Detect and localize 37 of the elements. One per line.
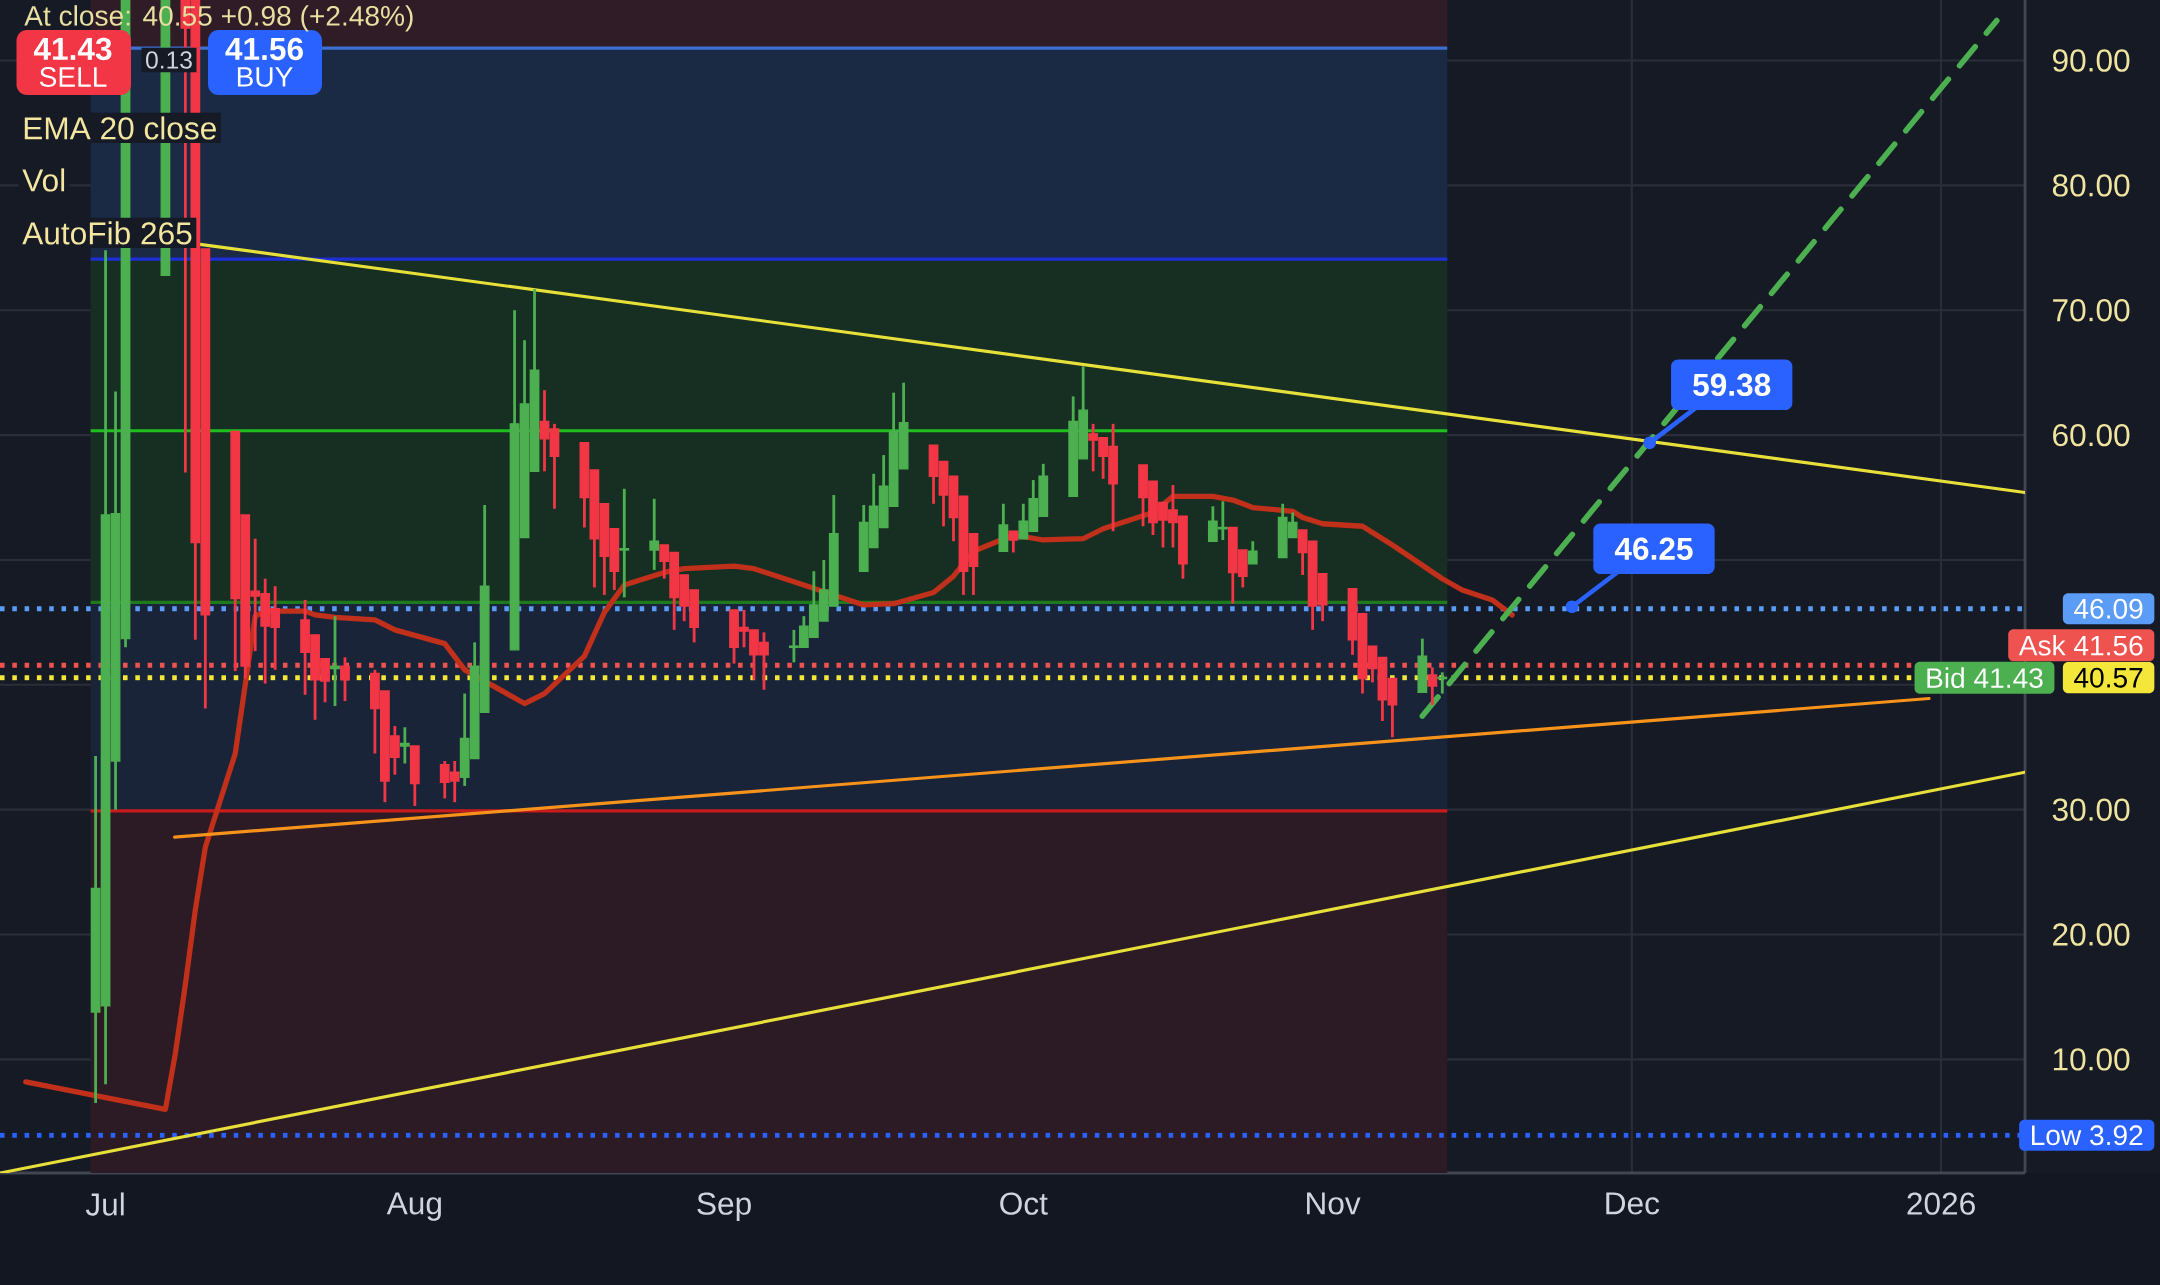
candlestick (399, 725, 410, 765)
candlestick (1427, 665, 1438, 707)
y-tick-label: 90.00 (2053, 49, 2130, 72)
annotation: BUY (237, 67, 293, 87)
x-tick-label: 2026 (1907, 1192, 1975, 1215)
ref-line-label: Ask 41.56 (2018, 634, 2143, 656)
annotation: 41.56 (225, 37, 303, 61)
ref-line-label: 40.57 (2074, 667, 2143, 688)
x-tick-label: Sep (697, 1192, 751, 1222)
y-tick-label: 20.00 (2053, 923, 2130, 946)
annotation: 41.43 (33, 37, 112, 61)
candlestick (1247, 539, 1258, 566)
candlestick (330, 614, 340, 708)
x-tick-label: Oct (1000, 1192, 1048, 1215)
x-tick-label: Jul (85, 1192, 124, 1216)
y-tick-label: 70.00 (2053, 299, 2130, 322)
annotation: AutoFib 265 (22, 221, 192, 245)
ref-line-label: 46.09 (2074, 598, 2143, 619)
x-tick-label: Nov (1307, 1192, 1361, 1215)
x-tick-label: Dec (1606, 1192, 1660, 1215)
x-tick-label: Aug (386, 1192, 441, 1221)
candlestick (619, 487, 630, 599)
y-tick-label: 80.00 (2052, 174, 2130, 197)
annotation: 59.38 (1693, 373, 1771, 397)
annotation: Vol (22, 168, 65, 192)
annotation: 0.13 (146, 51, 192, 69)
annotation: SELL (39, 67, 107, 87)
y-tick-label: 30.00 (2052, 798, 2130, 821)
y-tick-label: 10.00 (2053, 1048, 2130, 1071)
candlestick (340, 655, 350, 703)
candlestick (1008, 529, 1019, 554)
annotation: Bid 41.43 (1927, 667, 2043, 689)
ref-line-label: Low 3.92 (2031, 1125, 2143, 1146)
candlestick (649, 497, 660, 572)
annotation: 46.25 (1614, 537, 1693, 560)
y-tick-label: 60.00 (2053, 423, 2130, 447)
annotation: EMA 20 close (24, 116, 216, 140)
